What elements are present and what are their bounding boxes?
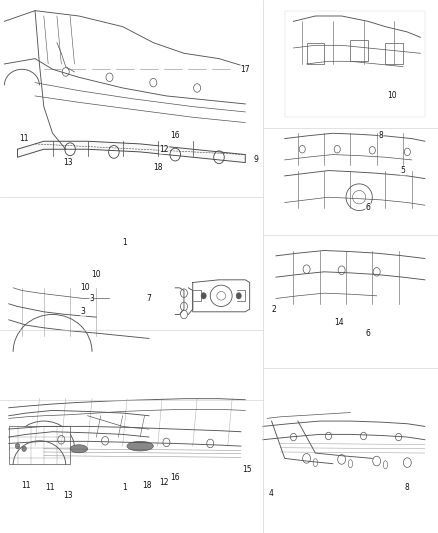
Text: 3: 3	[81, 308, 86, 316]
Text: 1: 1	[123, 483, 127, 492]
Text: 12: 12	[159, 478, 169, 487]
Bar	[307, 43, 324, 64]
Text: 18: 18	[153, 164, 162, 172]
Circle shape	[180, 302, 187, 311]
Text: 10: 10	[387, 92, 397, 100]
Circle shape	[170, 148, 180, 161]
Circle shape	[180, 289, 187, 297]
Circle shape	[201, 293, 206, 299]
Circle shape	[15, 443, 20, 449]
Bar	[350, 40, 368, 61]
Circle shape	[214, 151, 224, 164]
Text: 11: 11	[19, 134, 29, 143]
Text: 15: 15	[243, 465, 252, 473]
Text: 14: 14	[335, 318, 344, 327]
Text: 6: 6	[365, 204, 371, 212]
Text: 13: 13	[63, 491, 73, 500]
Bar	[285, 11, 425, 117]
Text: 3: 3	[89, 294, 95, 303]
Text: 18: 18	[142, 481, 152, 489]
Circle shape	[22, 446, 26, 451]
Text: 7: 7	[146, 294, 152, 303]
Circle shape	[180, 310, 187, 319]
Polygon shape	[18, 141, 245, 163]
Circle shape	[403, 458, 411, 467]
Circle shape	[338, 455, 346, 464]
Circle shape	[303, 454, 311, 463]
Text: 8: 8	[379, 132, 383, 140]
Circle shape	[396, 433, 402, 441]
Text: 13: 13	[63, 158, 73, 167]
Text: 1: 1	[123, 238, 127, 247]
Ellipse shape	[70, 445, 88, 453]
Text: 16: 16	[170, 473, 180, 481]
Circle shape	[290, 433, 297, 441]
Circle shape	[325, 432, 332, 440]
Text: 10: 10	[81, 284, 90, 292]
Circle shape	[360, 432, 367, 440]
Text: 12: 12	[159, 145, 169, 154]
Text: 8: 8	[405, 483, 410, 492]
Text: 11: 11	[21, 481, 31, 489]
Text: 6: 6	[365, 329, 371, 337]
Text: 16: 16	[170, 132, 180, 140]
Circle shape	[236, 293, 241, 299]
Text: 11: 11	[46, 483, 55, 492]
Circle shape	[373, 456, 381, 466]
Text: 5: 5	[400, 166, 406, 175]
Text: 9: 9	[254, 156, 259, 164]
Circle shape	[109, 146, 119, 158]
Text: 2: 2	[272, 305, 276, 313]
Bar	[9, 426, 70, 464]
Bar	[385, 43, 403, 64]
Circle shape	[65, 143, 75, 156]
Ellipse shape	[127, 441, 153, 451]
Text: 17: 17	[240, 65, 250, 74]
Text: 4: 4	[269, 489, 274, 497]
Text: 10: 10	[92, 270, 101, 279]
